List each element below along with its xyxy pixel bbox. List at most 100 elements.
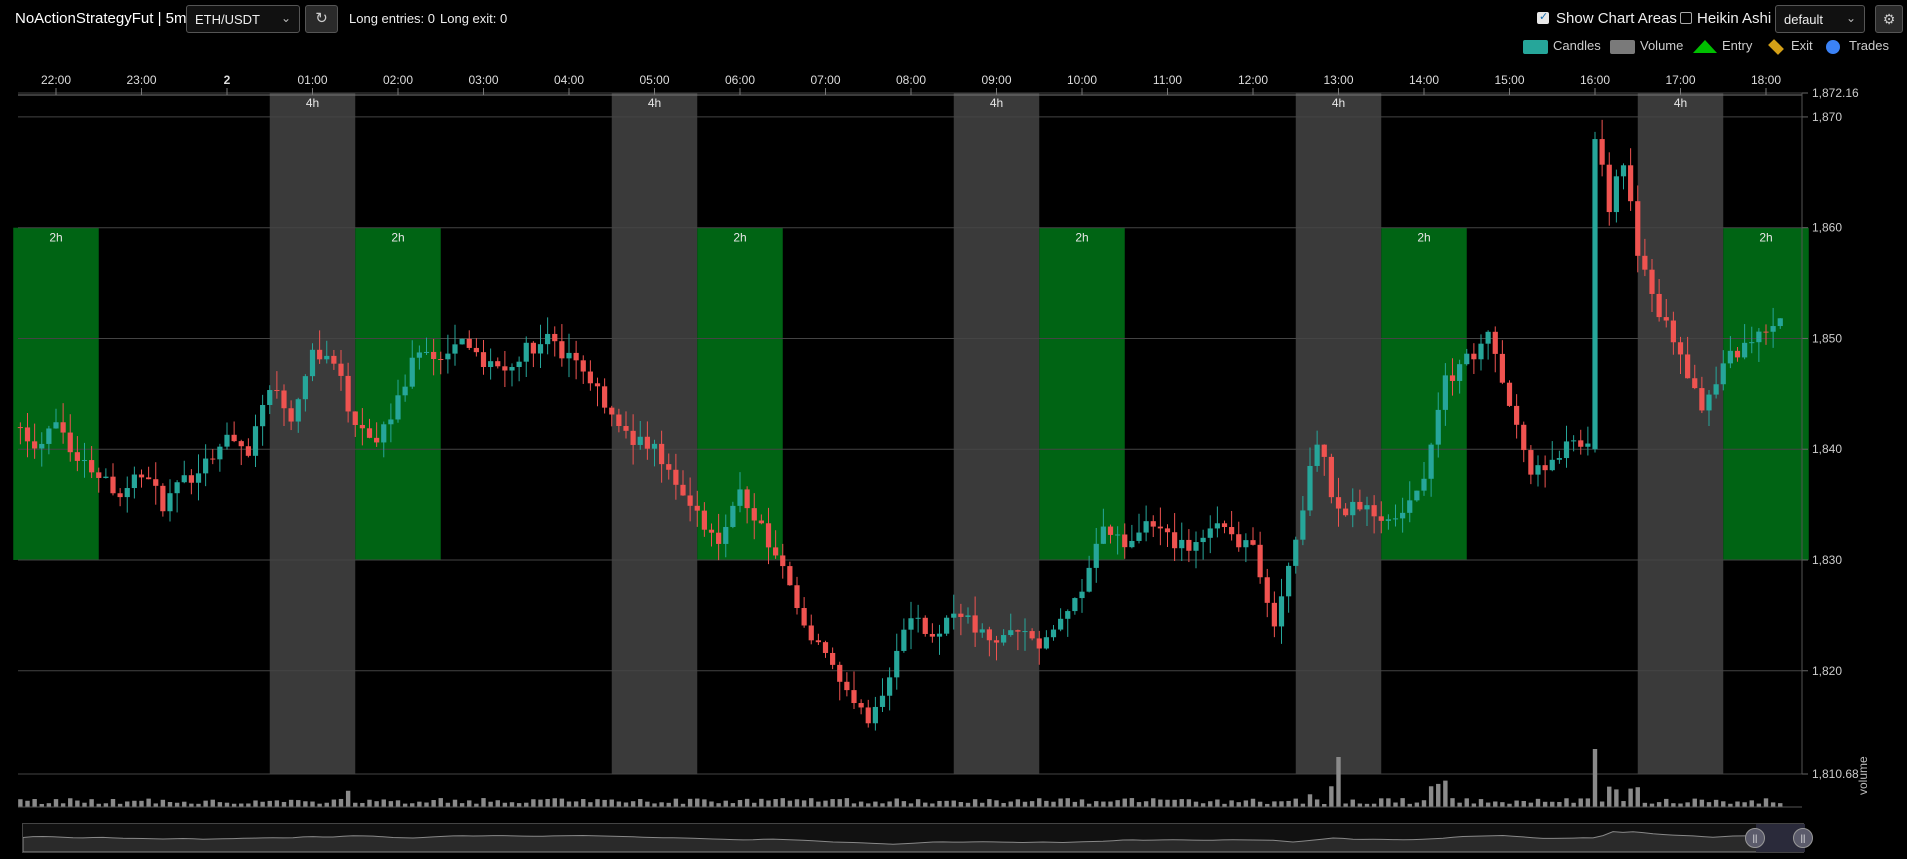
chart-area-label: 2h xyxy=(49,231,62,245)
candle xyxy=(858,703,864,708)
candle xyxy=(174,482,180,494)
show-chart-areas-checkbox[interactable]: ✓ xyxy=(1537,11,1549,24)
candle xyxy=(1606,164,1612,213)
candle xyxy=(929,633,935,637)
volume-bar xyxy=(1186,799,1192,807)
x-tick-label: 14:00 xyxy=(1409,73,1439,87)
volume-bar xyxy=(374,801,379,807)
volume-bar xyxy=(1364,803,1370,807)
candle xyxy=(979,629,985,633)
volume-bar xyxy=(1293,798,1298,807)
volume-bar xyxy=(1386,798,1391,807)
navigator-handle-left[interactable]: || xyxy=(1745,828,1765,848)
candle xyxy=(53,422,59,429)
candle xyxy=(1492,331,1498,354)
candle xyxy=(630,430,636,445)
volume-bar xyxy=(1535,798,1541,807)
volume-bar xyxy=(488,801,493,807)
volume-bar xyxy=(1143,801,1149,807)
volume-bar xyxy=(1407,803,1412,807)
legend-entry[interactable]: Entry xyxy=(1693,38,1752,54)
candle xyxy=(124,488,130,498)
volume-bar xyxy=(1550,801,1555,807)
candle xyxy=(1343,508,1349,516)
candle xyxy=(509,367,515,371)
volume-bar xyxy=(1265,803,1270,807)
volume-bar xyxy=(709,801,714,807)
candle xyxy=(644,436,650,449)
volume-bar xyxy=(566,801,572,807)
candle xyxy=(309,349,316,377)
heikin-ashi-label[interactable]: Heikin Ashi xyxy=(1697,10,1772,27)
candle xyxy=(730,505,736,527)
volume-bar xyxy=(1443,780,1448,807)
volume-bar xyxy=(1322,803,1327,807)
candle xyxy=(1065,611,1071,619)
volume-bar xyxy=(1450,798,1455,807)
volume-bar xyxy=(1464,798,1469,807)
legend-exit[interactable]: Exit xyxy=(1765,38,1813,55)
candle xyxy=(594,383,601,387)
volume-bar xyxy=(345,790,351,807)
legend-trades[interactable]: Trades xyxy=(1826,38,1889,54)
volume-bar xyxy=(737,800,743,807)
volume-bar xyxy=(980,802,985,807)
candle xyxy=(1485,331,1491,344)
volume-bar xyxy=(1108,801,1113,807)
volume-bar xyxy=(189,803,194,807)
candle xyxy=(1271,602,1277,627)
volume-bar xyxy=(680,803,686,807)
volume-bar xyxy=(1122,798,1127,807)
volume-bar xyxy=(117,803,123,807)
candle xyxy=(1407,500,1413,513)
volume-bar xyxy=(410,803,415,807)
legend-candles[interactable]: Candles xyxy=(1523,38,1601,54)
volume-bar xyxy=(1521,800,1526,807)
volume-bar xyxy=(303,801,308,807)
candle xyxy=(723,526,729,544)
refresh-button[interactable]: ↻ xyxy=(305,5,338,33)
x-tick-label: 04:00 xyxy=(554,73,584,87)
candle xyxy=(787,566,793,586)
chart-area-label: 2h xyxy=(1759,231,1772,245)
volume-bar xyxy=(1008,801,1013,807)
settings-button[interactable]: ⚙ xyxy=(1875,5,1903,33)
volume-bar xyxy=(652,803,657,807)
volume-bar xyxy=(367,799,372,807)
checkmark-icon: ✓ xyxy=(1539,11,1549,23)
candle xyxy=(238,441,244,447)
volume-bar xyxy=(431,800,436,807)
volume-bar xyxy=(1115,800,1120,807)
volume-bar xyxy=(602,799,607,807)
heikin-ashi-checkbox[interactable] xyxy=(1680,12,1692,24)
volume-bar xyxy=(1749,800,1754,807)
volume-bar xyxy=(666,802,671,807)
candle xyxy=(466,338,472,348)
volume-bar xyxy=(780,798,785,807)
navigator-handle-right[interactable]: || xyxy=(1793,828,1813,848)
candle xyxy=(1499,353,1505,383)
volume-bar xyxy=(1015,799,1021,807)
time-navigator[interactable]: || || xyxy=(22,823,1813,853)
candle xyxy=(288,408,294,422)
x-tick-label: 11:00 xyxy=(1153,73,1182,87)
candle xyxy=(81,460,88,462)
volume-bar xyxy=(224,802,230,807)
volume-bar xyxy=(695,798,700,807)
candle xyxy=(1200,537,1206,543)
show-chart-areas-label[interactable]: Show Chart Areas xyxy=(1556,10,1677,27)
volume-bar xyxy=(1671,803,1676,807)
legend-volume[interactable]: Volume xyxy=(1610,38,1683,54)
volume-bar xyxy=(1485,802,1491,807)
pair-select[interactable]: ETH/USDT ⌄ xyxy=(186,5,300,33)
volume-bar xyxy=(146,798,151,807)
candle xyxy=(894,650,900,678)
gear-icon: ⚙ xyxy=(1882,11,1896,27)
candlestick-chart[interactable]: 2h 4h 2h 4h 2h 4h 2h 4h 2h 4h 2h 22:00 23:00 2 01:00 0… xyxy=(0,60,1907,820)
y-tick-label: 1,840 xyxy=(1812,442,1842,456)
candle xyxy=(616,414,622,427)
plot-config-select[interactable]: default ⌄ xyxy=(1775,5,1865,33)
volume-bar xyxy=(267,800,272,807)
candle xyxy=(1179,539,1185,549)
candle xyxy=(1221,523,1228,528)
